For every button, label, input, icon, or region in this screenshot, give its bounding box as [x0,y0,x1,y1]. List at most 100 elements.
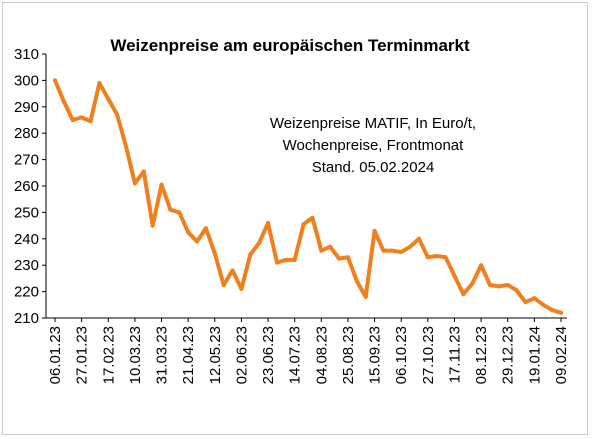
y-tick-label: 230 [14,257,39,274]
x-axis-ticks: 06.01.23 27.01.23 17.02.23 10.03.23 31.03.23… [47,318,570,384]
data-point [150,223,155,228]
data-point [550,308,555,313]
data-point [257,240,262,245]
data-point [168,207,173,212]
data-point [479,263,484,268]
data-point [381,248,386,253]
x-tick-label: 09.02.24 [553,326,570,384]
data-point [541,302,546,307]
data-point [372,228,377,233]
data-point [283,257,288,262]
y-tick-label: 240 [14,231,39,248]
data-point [434,253,439,258]
data-point [132,181,137,186]
y-tick-label: 310 [14,46,39,63]
data-point [274,260,279,265]
data-point [354,279,359,284]
data-point [61,99,66,104]
data-point [79,115,84,120]
data-point [53,78,57,83]
data-point [195,239,200,244]
data-point [159,182,164,187]
data-point [390,248,395,253]
data-point [88,119,93,124]
data-point [505,283,510,287]
chart-frame [2,2,588,435]
x-tick-label: 31.03.23 [154,326,171,384]
x-tick-label: 21.04.23 [180,326,197,384]
data-point [532,296,537,301]
data-point [106,96,111,101]
x-tick-label: 29.12.23 [500,326,517,384]
data-point [461,292,466,297]
x-tick-label: 17.11.23 [446,326,463,383]
x-tick-label: 04.08.23 [313,326,330,384]
data-point [443,255,448,260]
series-line [53,78,563,315]
x-tick-label: 25.08.23 [340,326,357,384]
chart-annotation: Weizenpreise MATIF, In Euro/t, Wochenpre… [270,115,476,176]
x-tick-label: 10.03.23 [127,326,144,384]
data-point [399,250,404,254]
data-point [141,169,146,174]
series-points [53,78,563,315]
y-tick-label: 270 [14,152,39,169]
x-tick-label: 19.01.24 [526,326,543,384]
data-point [248,252,253,257]
data-point [301,222,306,227]
x-tick-label: 02.06.23 [233,326,250,384]
data-point [345,255,350,260]
chart-title: Weizenpreise am europäischen Terminmarkt [110,36,470,55]
data-point [408,244,413,249]
y-tick-label: 250 [14,204,39,221]
data-point [115,112,120,117]
y-tick-label: 290 [14,99,39,116]
data-point [212,251,217,256]
x-tick-label: 27.10.23 [420,326,437,384]
x-tick-label: 27.01.23 [74,326,91,384]
y-tick-label: 300 [14,72,39,89]
data-point [337,256,342,261]
data-point [559,310,563,315]
data-point [70,118,75,122]
y-tick-label: 280 [14,125,39,142]
x-tick-label: 17.02.23 [100,326,117,384]
data-point [328,244,333,249]
x-tick-label: 06.01.23 [47,326,64,384]
x-tick-label: 08.12.23 [473,326,490,384]
x-tick-label: 23.06.23 [260,326,277,384]
data-point [230,268,235,273]
annotation-line-1: Weizenpreise MATIF, In Euro/t, [270,115,476,132]
data-point [203,226,208,231]
x-tick-label: 12.05.23 [207,326,224,384]
annotation-line-3: Stand. 05.02.2024 [312,159,435,176]
y-tick-label: 220 [14,284,39,301]
y-axis-ticks: 210 220 230 240 250 260 270 280 290 300 310 [14,46,46,327]
x-tick-label: 15.09.23 [367,326,384,384]
data-point [124,144,129,149]
data-point [514,288,519,293]
data-point [177,210,182,215]
data-point [319,248,324,253]
data-point [221,283,226,287]
data-point [523,300,528,305]
annotation-line-2: Wochenpreise, Frontmonat [283,137,464,154]
data-point [292,257,297,262]
data-point [496,284,501,289]
data-point [425,255,430,260]
data-point [487,283,492,287]
x-tick-label: 14.07.23 [287,326,304,384]
data-point [266,220,271,225]
data-point [470,281,475,286]
data-point [310,215,315,220]
x-tick-label: 06.10.23 [393,326,410,384]
data-point [186,230,191,235]
data-point [363,294,368,299]
y-tick-label: 260 [14,178,39,195]
data-point [239,286,244,291]
data-point [416,236,421,241]
data-point [97,81,102,86]
data-point [452,273,457,278]
y-tick-label: 210 [14,310,39,327]
